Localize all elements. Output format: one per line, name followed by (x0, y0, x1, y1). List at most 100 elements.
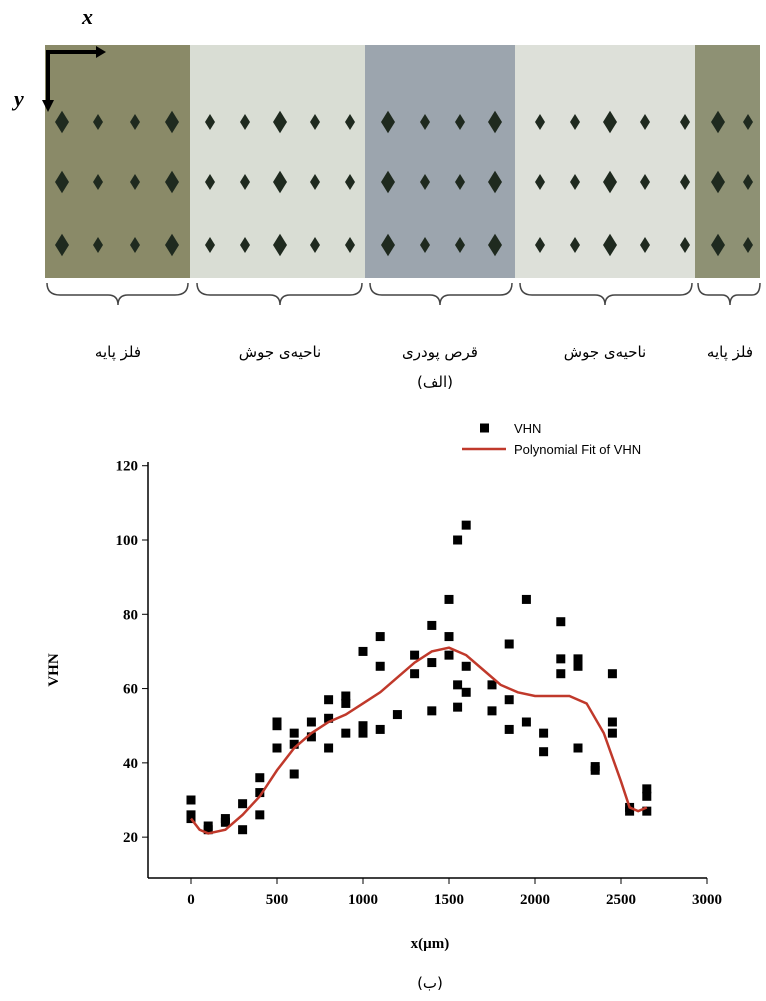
point (504, 724, 514, 734)
indent (165, 170, 179, 194)
indent (165, 110, 179, 134)
indent (570, 237, 580, 253)
indent (345, 174, 355, 190)
point (375, 632, 385, 642)
x-tick-label: 2000 (520, 892, 550, 908)
point (539, 728, 549, 738)
indent (603, 233, 617, 257)
indent (488, 170, 502, 194)
point (427, 706, 437, 716)
point (444, 594, 454, 604)
x-tick-label: 0 (187, 892, 195, 908)
indent (310, 174, 320, 190)
point (306, 732, 316, 742)
indent (130, 174, 140, 190)
figure-caption: (ب) (417, 974, 443, 992)
y-tick-label: 20 (123, 830, 138, 846)
point (375, 724, 385, 734)
indent (455, 174, 465, 190)
axis-y-label: y (11, 86, 24, 111)
indent (535, 114, 545, 130)
indent (743, 114, 753, 130)
indent (55, 233, 69, 257)
indent (711, 233, 725, 257)
point (410, 650, 420, 660)
indent (640, 237, 650, 253)
region-weld (515, 45, 695, 278)
point (375, 661, 385, 671)
indent (640, 174, 650, 190)
point (607, 717, 617, 727)
point (556, 617, 566, 627)
y-tick-label: 120 (116, 459, 139, 475)
point (504, 695, 514, 705)
point (255, 788, 265, 798)
indent (381, 110, 395, 134)
indent (310, 237, 320, 253)
indent (743, 174, 753, 190)
point (203, 821, 213, 831)
region-label: فلز پایه (95, 343, 141, 362)
point (607, 669, 617, 679)
point (341, 691, 351, 701)
point (590, 765, 600, 775)
indent (680, 237, 690, 253)
region-label: فلز پایه (707, 343, 753, 362)
indent (570, 114, 580, 130)
indent (640, 114, 650, 130)
arrow-head (42, 100, 54, 112)
point (453, 535, 463, 545)
point (324, 695, 334, 705)
legend-marker (480, 423, 489, 433)
indent (381, 170, 395, 194)
indent (273, 110, 287, 134)
point (272, 721, 282, 731)
x-tick-label: 500 (266, 892, 289, 908)
y-tick-label: 60 (123, 682, 138, 698)
indent (711, 170, 725, 194)
indent (381, 233, 395, 257)
indent (570, 174, 580, 190)
point (556, 654, 566, 664)
point (341, 698, 351, 708)
point (220, 817, 230, 827)
indent (603, 110, 617, 134)
indent (205, 174, 215, 190)
caption: (الف) (417, 373, 453, 391)
point (453, 680, 463, 690)
point (573, 661, 583, 671)
y-axis-label: VHN (46, 653, 62, 687)
point (255, 773, 265, 783)
plot: 0 500 1000 1500 2000 2500 3000 20 40 60 80 100 120 VH… (116, 421, 723, 908)
indent (130, 237, 140, 253)
point (427, 658, 437, 668)
indent (420, 114, 430, 130)
indent (165, 233, 179, 257)
point (487, 706, 497, 716)
point (642, 791, 652, 801)
point (642, 784, 652, 794)
point (461, 520, 471, 530)
braces (46, 282, 761, 306)
indent (535, 237, 545, 253)
point (289, 769, 299, 779)
indent (93, 174, 103, 190)
indent (680, 114, 690, 130)
point (238, 825, 248, 835)
point (272, 743, 282, 753)
indent (55, 110, 69, 134)
x-tick-label: 3000 (692, 892, 722, 908)
indent (711, 110, 725, 134)
indent (488, 233, 502, 257)
indent (273, 233, 287, 257)
indent (743, 237, 753, 253)
point (306, 717, 316, 727)
axes-arrow (46, 50, 100, 105)
indent (535, 174, 545, 190)
region-base-metal (45, 45, 190, 278)
indent (205, 114, 215, 130)
indent (130, 114, 140, 130)
point (341, 728, 351, 738)
point (255, 810, 265, 820)
indent (420, 237, 430, 253)
